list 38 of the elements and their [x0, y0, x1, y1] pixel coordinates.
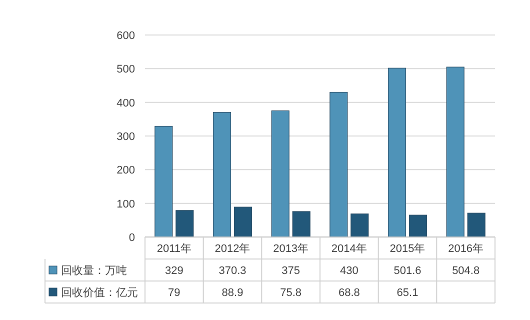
y-tick-label: 0	[128, 232, 135, 244]
y-tick-label: 600	[116, 30, 135, 42]
bar	[154, 126, 173, 238]
data-label: 65.1	[396, 287, 418, 299]
x-tick-label: 2013年	[273, 243, 309, 255]
data-label: 370.3	[218, 265, 246, 277]
legend-label: 回收量：万吨	[61, 264, 127, 277]
data-label: 75.8	[280, 287, 302, 299]
bar	[408, 214, 428, 238]
bar	[212, 112, 232, 238]
bar	[388, 68, 406, 238]
bar	[292, 211, 310, 238]
data-label: 501.6	[394, 265, 422, 277]
y-tick-label: 300	[116, 131, 135, 143]
data-label: 68.8	[338, 287, 360, 299]
bar	[271, 110, 290, 238]
x-tick-label: 2016年	[448, 243, 484, 255]
x-tick-label: 2015年	[390, 243, 426, 255]
bar	[234, 206, 252, 238]
data-label: 88.9	[222, 287, 244, 299]
y-tick-label: 200	[116, 164, 135, 177]
data-label: 504.8	[452, 265, 480, 277]
data-label: 375	[282, 265, 300, 277]
data-label: 79	[168, 287, 180, 299]
bar	[350, 214, 369, 238]
bar	[176, 210, 194, 238]
x-tick-label: 2014年	[331, 243, 367, 255]
bar	[330, 92, 348, 238]
y-tick-label: 500	[116, 64, 135, 76]
data-label: 430	[340, 265, 358, 277]
x-tick-label: 2012年	[214, 243, 250, 255]
legend-label: 回收价值：亿元	[61, 287, 138, 299]
x-tick-label: 2011年	[156, 243, 192, 255]
data-label: 329	[164, 265, 184, 277]
bar	[446, 66, 464, 238]
bar	[467, 212, 486, 238]
y-tick-label: 100	[116, 198, 135, 210]
y-tick-label: 400	[116, 97, 135, 110]
